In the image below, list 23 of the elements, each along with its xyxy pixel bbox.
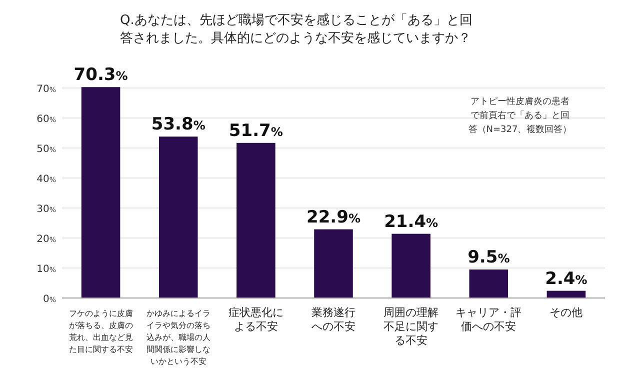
data-label: 51.7% [228,120,283,141]
bar [236,142,276,298]
bar [392,234,430,298]
data-label: 70.3% [74,65,128,86]
bar [469,270,508,298]
bar [81,87,120,298]
data-label: 9.5% [468,248,510,268]
data-label: 22.9% [306,207,360,228]
x-tick-label: かゆみによるイライラや気分の落ち込みが、職場の人間関係に影響しないかという不安 [146,309,210,366]
x-tick-label: 症状悪化による不安 [228,306,284,333]
chart-title: Q.あなたは、先ほど職場で不安を感じることが「ある」と回答されました。具体的にどのような不安を感じていますか？ [120,12,472,46]
x-tick-label: その他 [550,306,583,319]
x-tick-label: フケのように皮膚が落ちる、皮膚の荒れ、出血など見た目に関する不安 [68,309,133,354]
bar [158,136,198,298]
bar [314,229,353,298]
data-label: 2.4% [545,268,588,289]
bar [546,290,586,298]
data-label: 53.8% [151,114,206,135]
data-label: 21.4% [384,212,438,232]
x-tick-label: 周囲の理解不足に関する不安 [384,306,439,347]
annotation: アトピー性皮膚炎の患者で前頁右で「ある」と回答（N=327、複数回答） [468,96,572,135]
x-tick-label: 業務遂行への不安 [312,306,356,333]
x-tick-label: キャリア・評価への不安 [456,306,522,333]
